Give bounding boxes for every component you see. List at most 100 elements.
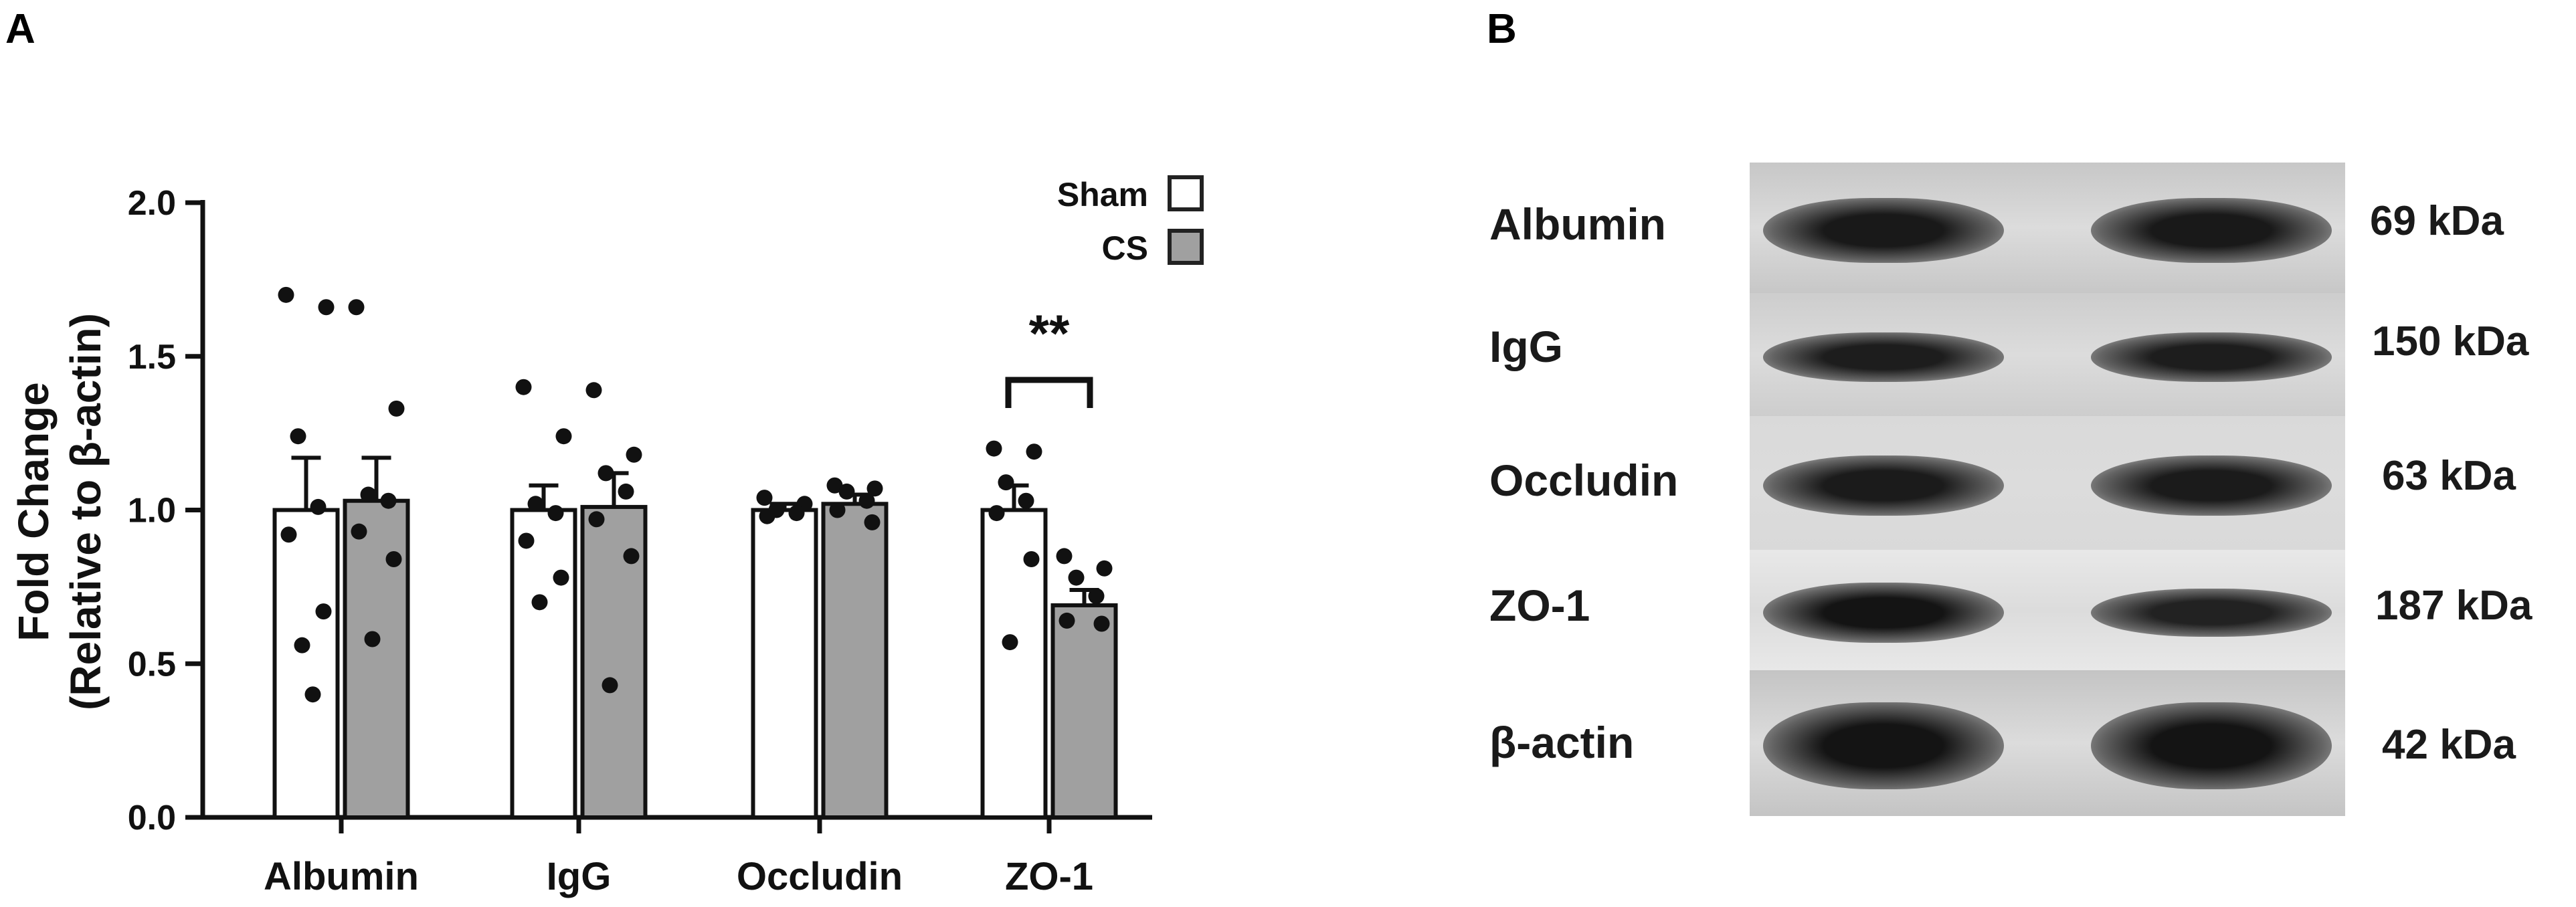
blot-band	[2091, 702, 2332, 790]
data-point	[527, 496, 544, 512]
data-point	[515, 379, 532, 395]
blot-label-albumin: Albumin	[1489, 199, 1666, 249]
data-point	[380, 492, 397, 509]
significance-bracket	[1005, 377, 1093, 408]
significance-stars: **	[1029, 304, 1070, 363]
blot-band	[1763, 197, 2004, 264]
blot-label-occludin: Occludin	[1489, 456, 1679, 505]
data-point	[553, 569, 569, 586]
data-point	[1026, 443, 1042, 460]
data-point	[364, 631, 381, 647]
legend-label-sham: Sham	[1057, 176, 1148, 213]
panel-label-b: B	[1487, 6, 1517, 52]
blot-kda-2: 63 kDa	[2382, 453, 2516, 499]
blot-strip	[1750, 416, 2345, 550]
blot-band	[2091, 197, 2332, 264]
data-point	[829, 502, 846, 518]
legend-label-cs: CS	[1102, 229, 1148, 267]
data-point	[588, 511, 605, 528]
y-axis-label-line1: Fold Change	[9, 382, 58, 641]
blot-band	[2091, 332, 2332, 382]
y-tick-label: 2.0	[128, 184, 176, 223]
data-point	[1056, 548, 1073, 565]
blot-strip	[1750, 550, 2345, 670]
data-point	[555, 428, 572, 445]
blot-band	[1763, 583, 2004, 643]
data-point	[531, 594, 548, 611]
x-tick-label: Occludin	[737, 855, 903, 898]
data-point	[348, 299, 365, 316]
data-point	[626, 446, 642, 463]
data-point	[360, 486, 377, 503]
blot-label--actin: β-actin	[1489, 718, 1635, 767]
bar-sham	[272, 508, 340, 819]
blot-strip	[1750, 293, 2345, 416]
data-point	[1002, 634, 1018, 651]
data-point	[294, 637, 310, 653]
data-point	[618, 483, 634, 500]
blot-kda-1: 150 kDa	[2372, 318, 2529, 365]
data-point	[388, 400, 405, 417]
data-point	[1068, 569, 1085, 586]
x-tick-label: Albumin	[264, 855, 419, 898]
blot-strip	[1750, 670, 2345, 816]
y-tick-label: 1.5	[128, 338, 176, 377]
blot-kda-4: 42 kDa	[2382, 722, 2516, 768]
data-point	[858, 492, 875, 509]
data-point	[986, 440, 1002, 457]
legend-swatch-cs	[1168, 229, 1204, 265]
legend: Sham CS	[1057, 175, 1204, 267]
blot-band	[2091, 589, 2332, 637]
data-point	[1093, 615, 1110, 632]
blot-label-zo-1: ZO-1	[1489, 581, 1590, 630]
y-tick-label: 1.0	[128, 492, 176, 530]
data-point	[1088, 588, 1105, 605]
data-point	[278, 286, 294, 303]
data-point	[759, 508, 775, 524]
data-point	[290, 428, 306, 445]
x-tick-label: ZO-1	[1005, 855, 1093, 898]
data-point	[518, 532, 535, 549]
y-axis-title: Fold Change (Relative to β-actin)	[9, 313, 110, 710]
data-point	[756, 490, 773, 506]
data-point	[585, 382, 602, 399]
bar-sham	[751, 508, 818, 819]
x-tick-label: IgG	[547, 855, 612, 898]
data-point	[310, 498, 327, 515]
data-point	[866, 480, 883, 497]
blot-strip	[1750, 163, 2345, 293]
blot-band	[1763, 456, 2004, 516]
bar-chart: Fold Change (Relative to β-actin) 0.0 0.5…	[9, 175, 1204, 898]
data-point	[315, 603, 332, 620]
data-point	[1059, 612, 1075, 629]
panel-label-a: A	[5, 6, 35, 52]
legend-swatch-sham	[1168, 175, 1204, 211]
blot-band	[2091, 456, 2332, 516]
data-point	[1018, 492, 1034, 509]
blot-band	[1763, 702, 2004, 790]
data-point	[826, 477, 843, 494]
bar-cs	[343, 498, 410, 820]
data-point	[547, 505, 564, 522]
data-point	[318, 299, 335, 316]
blot-kda-0: 69 kDa	[2370, 198, 2504, 244]
data-point	[988, 505, 1005, 522]
blot-kda-3: 187 kDa	[2375, 583, 2533, 629]
data-point	[351, 523, 367, 540]
y-tick-label: 0.5	[128, 645, 176, 684]
data-point	[864, 514, 881, 530]
bar-cs	[821, 502, 889, 819]
data-point	[623, 548, 640, 565]
blot-label-igg: IgG	[1489, 322, 1563, 371]
y-axis-label-line2: (Relative to β-actin)	[62, 313, 110, 710]
data-point	[1096, 560, 1113, 577]
data-point	[788, 505, 805, 522]
data-point	[838, 483, 855, 500]
data-point	[280, 526, 297, 543]
blot-band	[1763, 332, 2004, 382]
data-point	[998, 474, 1014, 491]
data-point	[597, 465, 614, 482]
data-point	[304, 686, 321, 703]
data-point	[385, 551, 402, 568]
data-point	[602, 677, 618, 694]
